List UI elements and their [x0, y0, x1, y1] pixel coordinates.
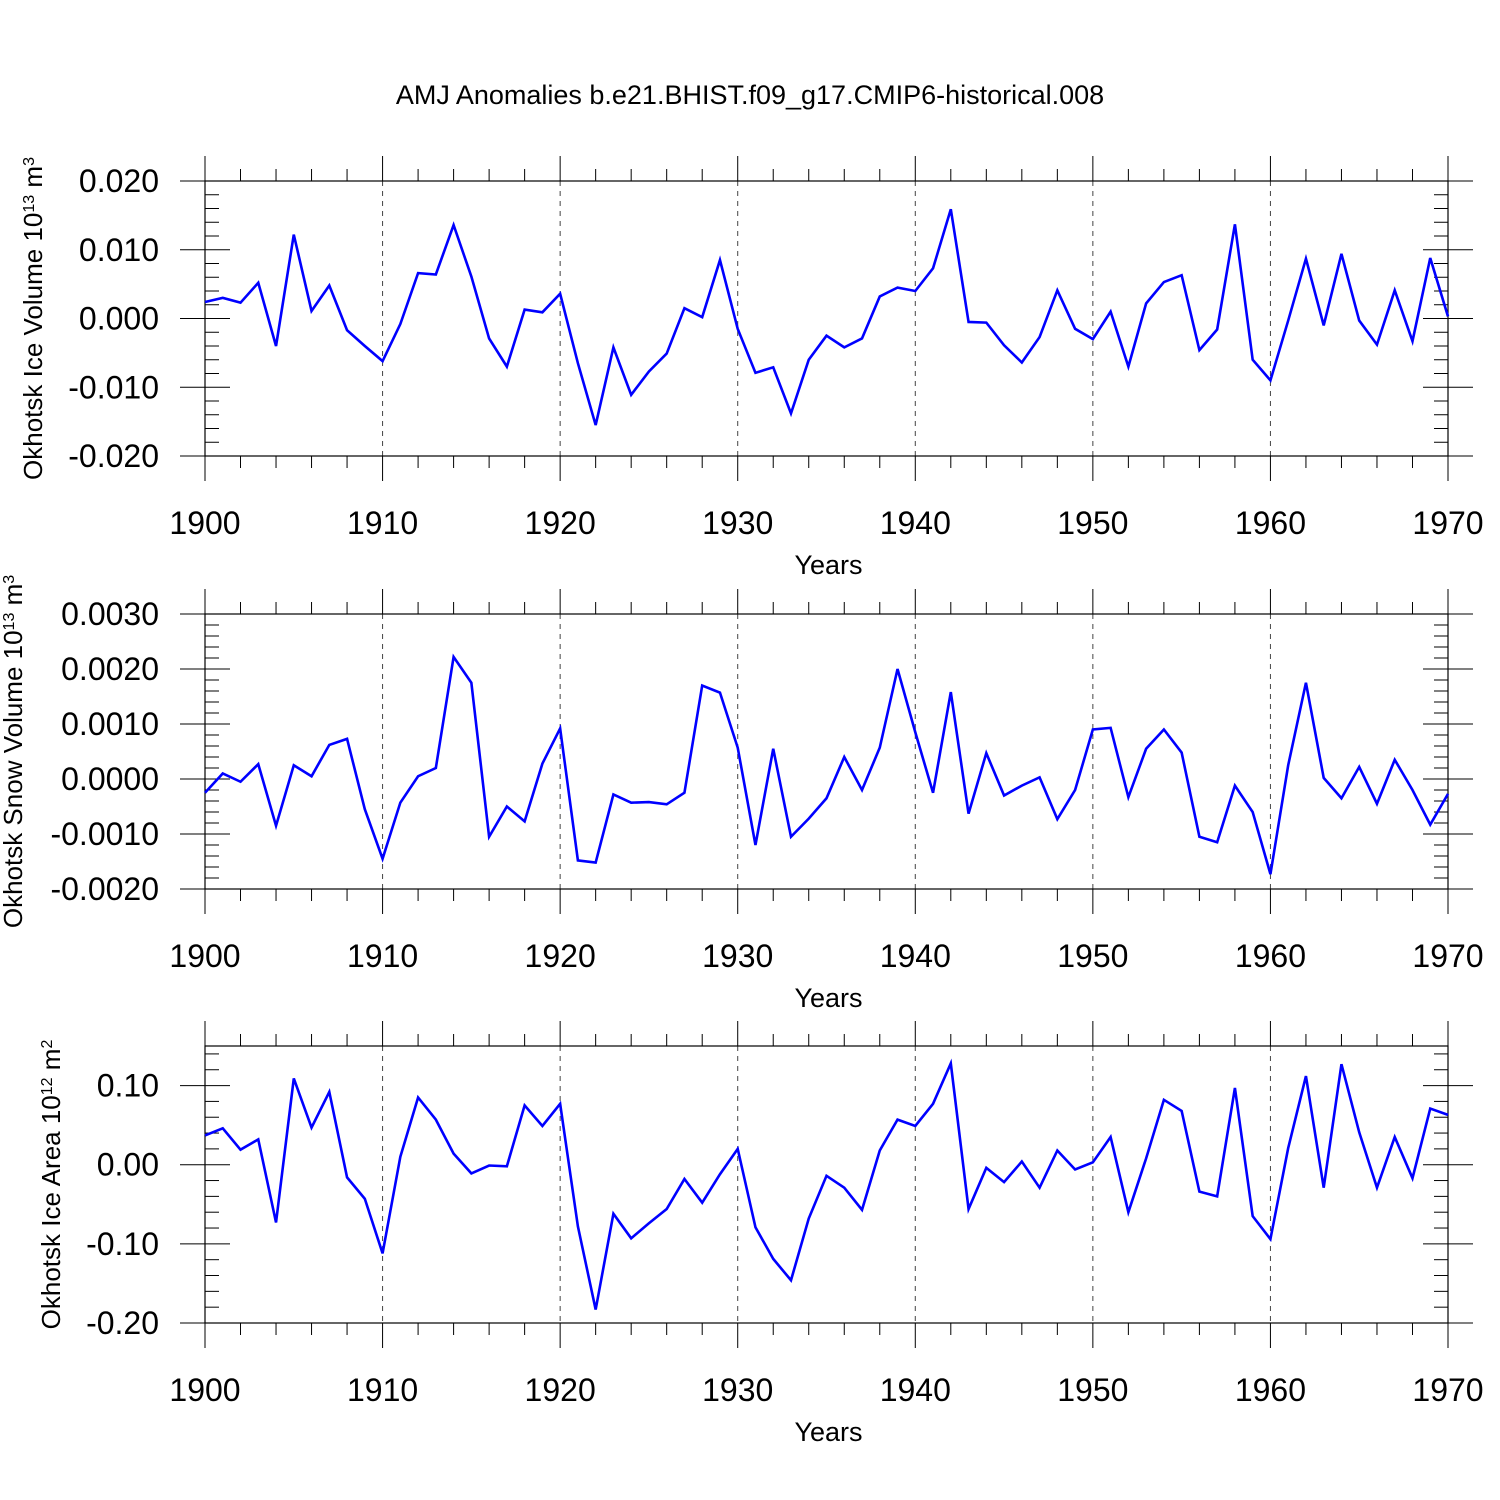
y-axis-label-unit-exponent: 2: [39, 1040, 56, 1049]
y-tick-label: 0.020: [79, 163, 159, 199]
x-tick-label: 1910: [347, 505, 418, 541]
series-line: [204, 1058, 1449, 1310]
x-tick-label: 1940: [880, 938, 951, 974]
plot-frame: [204, 613, 1449, 890]
x-axis-label: Years: [794, 550, 862, 580]
y-tick-label: 0.00: [97, 1147, 159, 1183]
y-axis-label-unit: m: [18, 166, 48, 195]
y-tick-label: -0.10: [86, 1226, 159, 1262]
panels: 1900 1910 1920 1930 1940 1950 1960 1970 Years -0.…: [0, 156, 1484, 1447]
chart-panel-1: 1900 1910 1920 1930 1940 1950 1960 1970 Years -0.…: [18, 156, 1484, 580]
y-axis-label-unit: m: [36, 1049, 66, 1078]
x-tick-label: 1970: [1412, 938, 1483, 974]
x-tick-label: 1900: [169, 1372, 240, 1408]
y-axis-label-main: Okhotsk Ice Area 10: [36, 1095, 66, 1329]
y-axis-label-unit-exponent: 3: [1, 575, 18, 584]
x-tick-label: 1930: [702, 505, 773, 541]
x-tick-label: 1900: [169, 505, 240, 541]
y-axis-label-exponent: 13: [21, 195, 38, 213]
y-tick-label: 0.10: [97, 1068, 159, 1104]
x-tick-label: 1910: [347, 1372, 418, 1408]
y-tick-label: -0.20: [86, 1305, 159, 1341]
x-tick-label: 1920: [525, 1372, 596, 1408]
x-tick-label: 1960: [1235, 505, 1306, 541]
figure-title: AMJ Anomalies b.e21.BHIST.f09_g17.CMIP6-…: [396, 80, 1104, 110]
x-tick-label: 1960: [1235, 938, 1306, 974]
y-tick-label: 0.0000: [61, 761, 159, 797]
x-tick-label: 1930: [702, 938, 773, 974]
x-axis-label: Years: [794, 983, 862, 1013]
y-axis-label-main: Okhotsk Snow Volume 10: [0, 630, 28, 928]
y-tick-label: 0.0020: [61, 651, 159, 687]
y-tick-label: 0.0030: [61, 596, 159, 632]
x-tick-label: 1930: [702, 1372, 773, 1408]
y-axis-label-unit-exponent: 3: [21, 157, 38, 166]
x-tick-label: 1920: [525, 938, 596, 974]
y-axis-label-exponent: 13: [1, 613, 18, 631]
x-tick-label: 1910: [347, 938, 418, 974]
y-axis-label: Okhotsk Ice Volume 1013 m3: [18, 157, 48, 480]
x-axis-label: Years: [794, 1417, 862, 1447]
x-tick-label: 1970: [1412, 1372, 1483, 1408]
x-tick-label: 1950: [1057, 1372, 1128, 1408]
y-axis-label-unit: m: [0, 584, 28, 613]
y-tick-label: 0.000: [79, 301, 159, 337]
y-axis-label: Okhotsk Ice Area 1012 m2: [36, 1040, 66, 1330]
series-line: [204, 208, 1450, 426]
x-tick-label: 1960: [1235, 1372, 1306, 1408]
chart-panel-3: 1900 1910 1920 1930 1940 1950 1960 1970 Years -0.…: [36, 1021, 1484, 1447]
x-tick-label: 1940: [880, 1372, 951, 1408]
x-tick-label: 1900: [169, 938, 240, 974]
chart-panel-2: 1900 1910 1920 1930 1940 1950 1960 1970 Years -0.…: [0, 575, 1484, 1013]
y-axis-label: Okhotsk Snow Volume 1013 m3: [0, 575, 28, 928]
y-tick-label: -0.0020: [50, 871, 159, 907]
y-tick-label: -0.010: [68, 369, 159, 405]
series-line: [204, 653, 1450, 875]
y-tick-label: 0.0010: [61, 706, 159, 742]
y-axis-label-main: Okhotsk Ice Volume 10: [18, 213, 48, 480]
y-tick-label: 0.010: [79, 232, 159, 268]
plot-frame: [204, 1045, 1449, 1324]
y-tick-label: -0.020: [68, 438, 159, 474]
x-tick-label: 1950: [1057, 505, 1128, 541]
x-tick-label: 1920: [525, 505, 596, 541]
y-axis-label-exponent: 12: [39, 1077, 56, 1095]
x-tick-label: 1940: [880, 505, 951, 541]
x-tick-label: 1970: [1412, 505, 1483, 541]
x-tick-label: 1950: [1057, 938, 1128, 974]
y-tick-label: -0.0010: [50, 816, 159, 852]
